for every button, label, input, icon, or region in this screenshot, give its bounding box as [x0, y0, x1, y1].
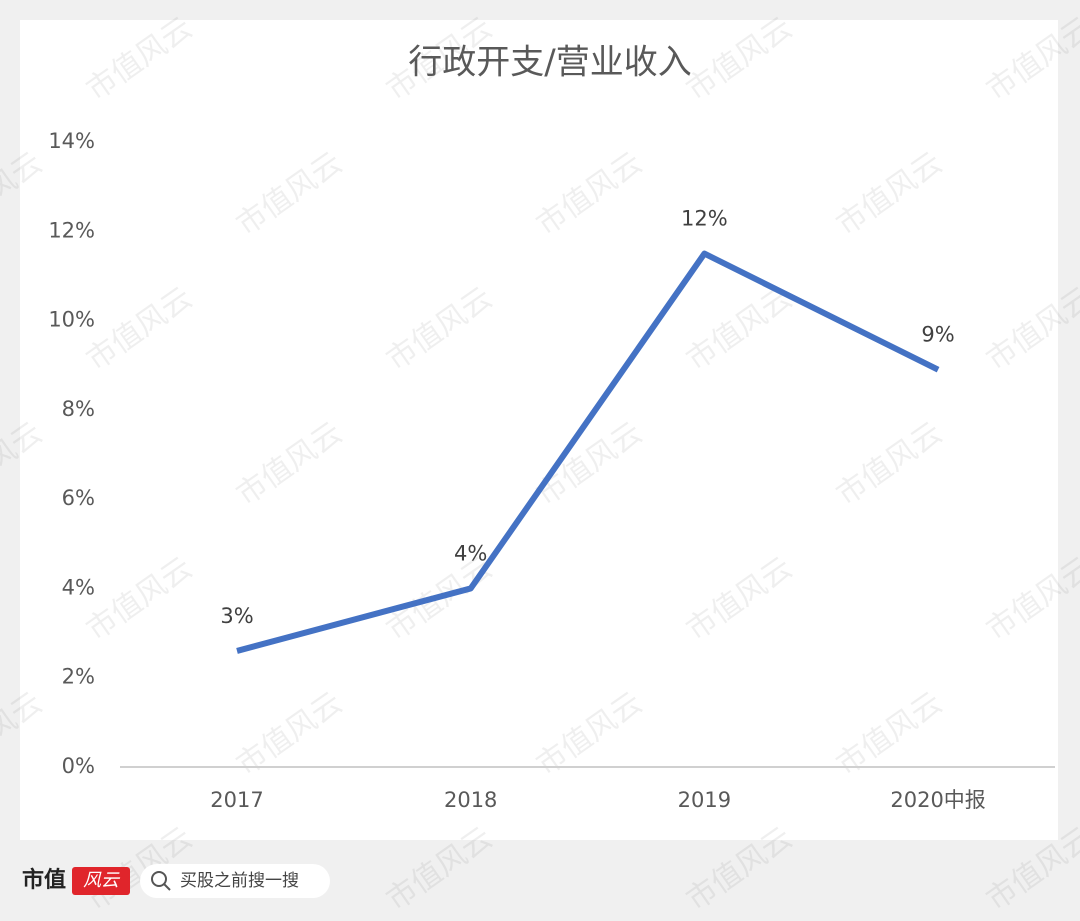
brand-mark: 风云 — [83, 870, 121, 891]
brand-mark-bg — [72, 867, 130, 895]
x-tick-label: 2020中报 — [890, 788, 985, 812]
y-tick-label: 14% — [48, 129, 95, 153]
x-tick-label: 2019 — [678, 788, 731, 812]
y-tick-label: 10% — [48, 308, 95, 332]
y-tick-label: 4% — [62, 575, 95, 599]
data-label: 12% — [681, 207, 728, 231]
x-tick-label: 2018 — [444, 788, 497, 812]
card — [20, 20, 1058, 840]
search-icon-handle — [163, 883, 171, 891]
data-label: 4% — [454, 541, 487, 565]
search-box[interactable] — [140, 864, 330, 898]
data-label: 9% — [921, 323, 954, 347]
y-tick-label: 2% — [62, 665, 95, 689]
search-placeholder: 买股之前搜一搜 — [180, 871, 299, 891]
y-tick-label: 8% — [62, 397, 95, 421]
y-tick-label: 12% — [48, 218, 95, 242]
chart-title: 行政开支/营业收入 — [408, 43, 691, 83]
search-icon — [151, 871, 167, 887]
data-label: 3% — [220, 604, 253, 628]
brand: 市值 — [22, 867, 66, 893]
y-tick-label: 6% — [62, 486, 95, 510]
y-tick-label: 0% — [62, 754, 95, 778]
x-tick-label: 2017 — [210, 788, 263, 812]
series-line — [236, 250, 940, 654]
